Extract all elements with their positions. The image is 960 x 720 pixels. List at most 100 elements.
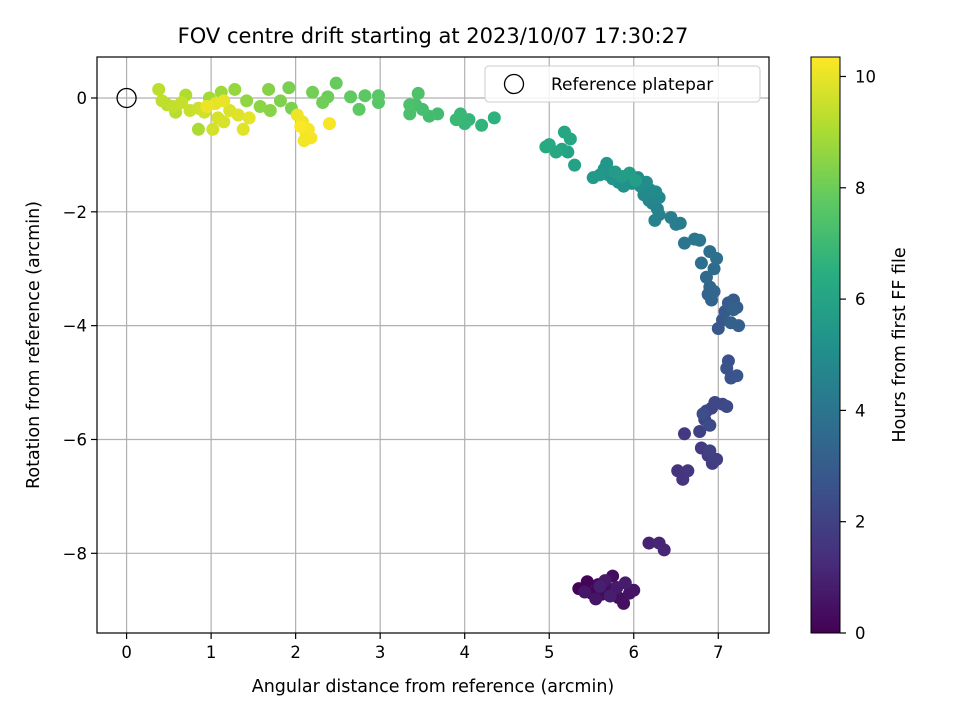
scatter-point-127 [263, 104, 277, 118]
scatter-point-20 [657, 543, 671, 557]
colorbar-tick-label-0: 0 [855, 624, 866, 643]
scatter-point-18 [642, 536, 656, 550]
scatter-point-61 [677, 236, 691, 250]
colorbar: 0 2 4 6 8 10 Hours from first FF file [810, 56, 910, 643]
scatter-point-58 [694, 256, 708, 270]
scatter-point-15 [618, 576, 632, 590]
scatter-point-140 [175, 96, 189, 110]
scatter-point-17 [593, 579, 607, 593]
scatter-point-88 [586, 171, 600, 185]
legend-reference-marker [503, 73, 525, 95]
scatter-point-97 [557, 125, 571, 139]
colorbar-ticks: 0 2 4 6 8 10 [840, 67, 876, 643]
scatter-point-130 [228, 82, 242, 96]
legend-entry-reference: Reference platepar [551, 75, 713, 95]
colorbar-tick-label-2: 4 [855, 401, 866, 420]
x-tick-label-4: 4 [459, 643, 470, 662]
scatter-point-11 [589, 592, 603, 606]
scatter-point-146 [217, 115, 231, 129]
y-tick-label-2: −4 [63, 317, 87, 336]
scatter-point-10 [627, 583, 641, 597]
y-axis-label: Rotation from reference (arcmin) [24, 201, 44, 489]
colorbar-tick-label-1: 2 [855, 513, 866, 532]
scatter-point-75 [649, 185, 663, 199]
scatter-point-30 [693, 425, 707, 439]
chart-title: FOV centre drift starting at 2023/10/07 … [178, 24, 689, 48]
scatter-point-123 [282, 81, 296, 95]
scatter-point-1 [580, 575, 594, 589]
x-tick-label-6: 6 [629, 643, 640, 662]
scatter-point-125 [273, 94, 287, 108]
scatter-point-111 [403, 107, 417, 121]
colorbar-tick-label-4: 8 [855, 179, 866, 198]
y-tick-label-0: 0 [77, 89, 88, 108]
scatter-point-93 [568, 158, 582, 172]
scatter-point-138 [155, 94, 169, 108]
x-tick-label-2: 2 [290, 643, 301, 662]
colorbar-tick-label-5: 10 [855, 67, 876, 86]
scatter-point-37 [703, 418, 717, 432]
scatter-point-57 [707, 262, 721, 276]
scatter-point-66 [664, 211, 678, 225]
colorbar-label: Hours from first FF file [890, 247, 910, 442]
scatter-point-160 [322, 117, 336, 131]
scatter-point-36 [720, 399, 734, 413]
scatter-point-148 [231, 108, 245, 122]
scatter-point-23 [681, 464, 695, 478]
x-tick-label-5: 5 [544, 643, 555, 662]
plot-frame [96, 56, 770, 634]
y-tick-label-4: −8 [63, 544, 87, 563]
scatter-point-115 [371, 89, 385, 103]
scatter-point-65 [673, 216, 687, 230]
scatter-point-144 [206, 122, 220, 136]
scatter-point-121 [316, 96, 330, 110]
scatter-point-126 [262, 82, 276, 96]
x-axis-label: Angular distance from reference (arcmin) [252, 677, 615, 697]
reference-marker [116, 87, 137, 109]
scatter-point-128 [253, 100, 267, 114]
scatter-point-86 [600, 156, 614, 170]
scatter-point-56 [699, 270, 713, 284]
scatter-point-16 [603, 589, 617, 603]
legend: Reference platepar [484, 65, 761, 103]
x-tick-label-1: 1 [206, 643, 217, 662]
y-axis-ticks: 0 −2 −4 −6 −8 [63, 89, 97, 563]
legend-box [484, 65, 761, 103]
scatter-point-137 [152, 82, 166, 96]
scatter-point-113 [411, 86, 425, 100]
scatter-point-133 [191, 122, 205, 136]
scatter-point-38 [696, 407, 710, 421]
scatter-point-102 [475, 118, 489, 132]
x-axis-ticks: 0 1 2 3 4 5 6 7 [121, 633, 724, 662]
scatter-point-60 [710, 251, 724, 265]
scatter-point-12 [578, 585, 592, 599]
scatter-point-150 [242, 111, 256, 125]
scatter-point-8 [617, 596, 631, 610]
scatter-point-152 [217, 94, 231, 108]
scatter-point-63 [693, 233, 707, 247]
scatter-point-112 [403, 98, 417, 112]
scatter-point-106 [449, 113, 463, 127]
scatter-point-68 [648, 213, 662, 227]
scatter-point-119 [329, 76, 343, 90]
scatter-point-149 [236, 122, 250, 136]
scatter-point-153 [200, 100, 214, 114]
scatter-point-118 [344, 90, 358, 104]
scatter-point-42 [730, 369, 744, 383]
scatter-point-92 [628, 174, 642, 188]
y-tick-label-1: −2 [63, 203, 87, 222]
scatter-point-161 [294, 119, 308, 133]
colorbar-gradient [810, 56, 841, 634]
reference-marker-group [116, 87, 137, 109]
scatter-points [152, 76, 746, 610]
scatter-point-129 [240, 94, 254, 108]
scatter-point-29 [703, 444, 717, 458]
colorbar-tick-label-3: 6 [855, 290, 866, 309]
y-tick-label-3: −6 [63, 430, 87, 449]
scatter-point-116 [358, 89, 372, 103]
scatter-point-51 [726, 303, 740, 317]
scatter-point-50 [724, 316, 738, 330]
scatter-point-24 [677, 427, 691, 441]
x-tick-label-0: 0 [121, 643, 132, 662]
